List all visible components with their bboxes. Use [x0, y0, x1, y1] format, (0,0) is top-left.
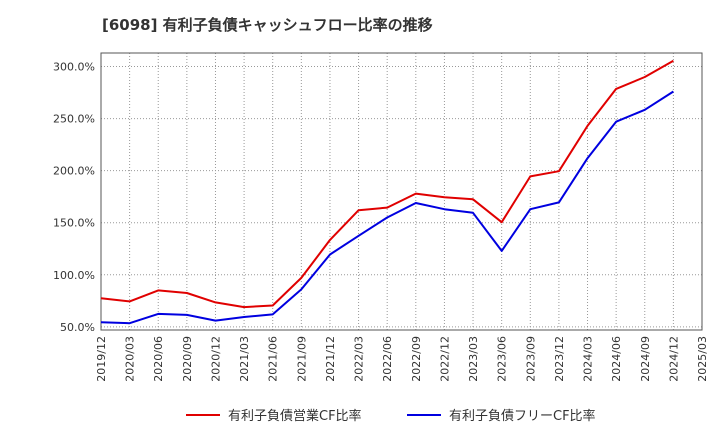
x-tick-label: 2020/03 — [124, 336, 137, 382]
y-axis: 50.0% 100.0% 150.0% 200.0% 250.0% 300.0% — [53, 61, 95, 334]
x-tick-label: 2024/09 — [639, 336, 652, 382]
x-tick-label: 2024/03 — [582, 336, 595, 382]
grid — [101, 53, 702, 330]
x-tick-label: 2022/12 — [438, 336, 451, 382]
x-tick-label: 2021/12 — [324, 336, 337, 382]
y-tick-label: 50.0% — [60, 321, 95, 334]
y-tick-label: 150.0% — [53, 217, 95, 230]
series-line-1 — [100, 59, 674, 309]
x-tick-label: 2021/03 — [238, 336, 251, 382]
chart-title: [6098] 有利子負債キャッシュフロー比率の推移 — [102, 16, 433, 34]
x-tick-label: 2024/12 — [667, 336, 680, 382]
x-tick-label: 2021/06 — [267, 336, 280, 382]
legend-label-1: 有利子負債営業CF比率 — [228, 408, 362, 424]
x-tick-label: 2025/03 — [696, 336, 709, 382]
x-axis: 2019/12 2020/03 2020/06 2020/09 2020/12 2021/… — [95, 336, 709, 382]
legend-label-2: 有利子負債フリーCF比率 — [449, 408, 596, 424]
x-tick-label: 2020/12 — [209, 336, 222, 382]
y-tick-label: 300.0% — [53, 61, 95, 74]
series-line-2 — [100, 90, 674, 325]
plot-area — [100, 52, 703, 331]
x-tick-label: 2023/09 — [524, 336, 537, 382]
x-tick-label: 2022/06 — [381, 336, 394, 382]
legend: 有利子負債営業CF比率 有利子負債フリーCF比率 — [186, 408, 596, 424]
x-tick-label: 2024/06 — [610, 336, 623, 382]
x-tick-label: 2021/09 — [295, 336, 308, 382]
series — [100, 59, 674, 325]
x-tick-label: 2023/06 — [496, 336, 509, 382]
y-tick-label: 100.0% — [53, 269, 95, 282]
x-tick-label: 2023/03 — [467, 336, 480, 382]
x-tick-label: 2022/03 — [353, 336, 366, 382]
x-tick-label: 2020/06 — [152, 336, 165, 382]
y-tick-label: 250.0% — [53, 113, 95, 126]
x-tick-label: 2019/12 — [95, 336, 108, 382]
x-tick-label: 2022/09 — [410, 336, 423, 382]
y-tick-label: 200.0% — [53, 165, 95, 178]
x-tick-label: 2020/09 — [181, 336, 194, 382]
x-tick-label: 2023/12 — [553, 336, 566, 382]
